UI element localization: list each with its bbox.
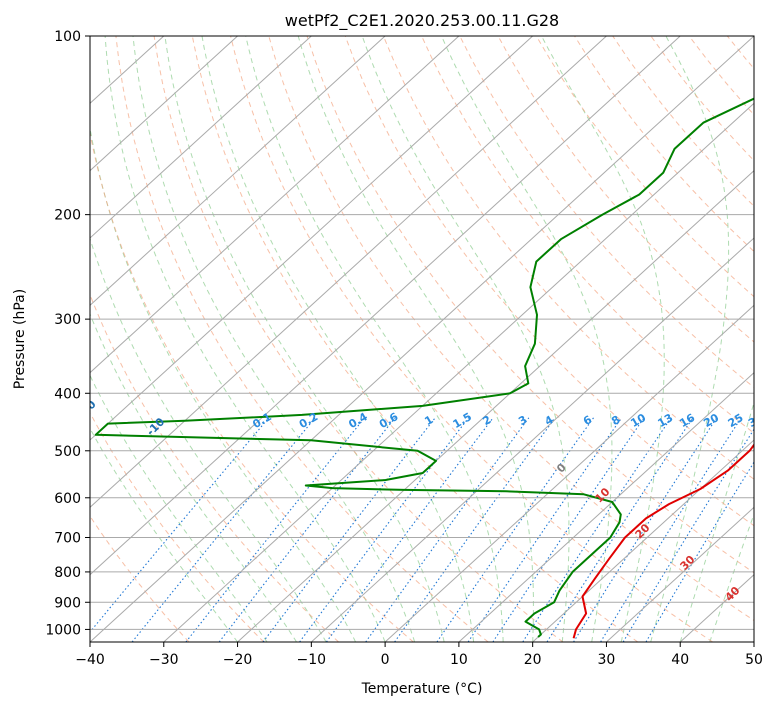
y-tick-label: 400: [54, 386, 81, 402]
dry-adiabat: [344, 36, 754, 527]
x-tick-label: 30: [598, 652, 616, 668]
x-tick-label: −10: [297, 652, 327, 668]
dry-adiabat: [268, 36, 754, 622]
dry-adiabat-label: -20: [75, 398, 98, 421]
isotherm-line: [90, 36, 754, 642]
x-tick-label: −20: [223, 652, 253, 668]
moist-adiabat: [679, 401, 754, 642]
isotherm-line: [90, 36, 534, 441]
dry-adiabat: [191, 36, 639, 642]
moist-adiabat: [441, 36, 613, 642]
moist-adiabat: [104, 36, 386, 642]
mixing-ratio-line: [365, 417, 530, 642]
x-tick-label: −40: [75, 652, 105, 668]
moist-adiabat: [201, 36, 475, 642]
isotherm-line: [90, 36, 460, 374]
chart-title: wetPf2_C2E1.2020.253.00.11.G28: [285, 11, 559, 31]
isotherm-line: [458, 371, 754, 642]
isotherm-line: [532, 439, 754, 642]
dry-adiabat: [90, 411, 265, 642]
isotherms: [90, 36, 754, 642]
x-tick-label: −30: [149, 652, 179, 668]
mixing-ratio-line: [600, 417, 742, 642]
x-axis-label: Temperature (°C): [361, 681, 483, 697]
y-tick-label: 1000: [45, 622, 81, 638]
isotherm-line: [90, 36, 607, 509]
isotherm-line: [90, 36, 312, 239]
mixing-ratio-label: 30: [746, 411, 766, 430]
plot-frame: [89, 35, 755, 643]
moist-adiabat: [245, 36, 504, 642]
dewpoint-profile-line: [94, 97, 754, 638]
isotherm-line: [90, 36, 681, 576]
moist-adiabats: [90, 36, 754, 642]
isotherm-line: [310, 237, 754, 642]
dry-adiabat: [90, 293, 339, 642]
mixing-ratio-line: [218, 417, 396, 642]
mixing-ratio-line: [522, 417, 672, 642]
y-tick-label: 300: [54, 312, 81, 328]
mixing-ratio-line: [546, 417, 694, 642]
mixing-ratio-line: [262, 417, 436, 642]
dry-adiabat: [306, 36, 754, 574]
y-axis-label: Pressure (hPa): [12, 289, 28, 389]
y-tick-label: 900: [54, 595, 81, 611]
isotherm-line: [384, 304, 754, 642]
x-tick-label: 40: [671, 652, 689, 668]
mixing-ratio-line: [573, 417, 718, 642]
sounding-series: [94, 97, 754, 639]
isotherm-line: [90, 36, 238, 172]
x-axis-ticks: −40 −30 −20 −10 0 10 20 30 40 50: [75, 642, 763, 668]
y-tick-label: 600: [54, 491, 81, 507]
y-tick-label: 100: [54, 29, 81, 45]
mixing-ratio-line: [492, 417, 645, 642]
dry-adiabat: [497, 36, 754, 343]
moist-adiabat: [90, 427, 239, 642]
moist-adiabat: [361, 36, 570, 642]
mixing-ratio-line: [325, 417, 494, 642]
isotherm-line: [90, 36, 386, 307]
isobars: [90, 36, 754, 630]
dry-adiabat: [459, 36, 754, 389]
isotherm-line: [606, 506, 754, 642]
mixing-ratio-line: [394, 417, 556, 642]
moist-adiabat: [90, 374, 268, 642]
x-tick-label: 0: [381, 652, 390, 668]
x-tick-label: 10: [450, 652, 468, 668]
mixing-ratio-lines: [90, 417, 754, 642]
moist-adiabat: [297, 36, 534, 642]
moist-adiabat: [90, 236, 327, 642]
y-tick-label: 800: [54, 565, 81, 581]
mixing-ratio-line: [299, 417, 470, 642]
y-tick-label: 200: [54, 208, 81, 224]
dry-adiabat: [90, 515, 190, 642]
isotherm-line: [237, 169, 754, 642]
x-tick-label: 50: [745, 652, 763, 668]
x-tick-label: 20: [524, 652, 542, 668]
y-tick-label: 700: [54, 531, 81, 547]
moist-adiabat: [90, 312, 298, 642]
temperature-profile-line: [572, 443, 754, 639]
y-axis-ticks: 100 200 300 400 500 600 700 800 900 1000: [45, 29, 90, 638]
moist-adiabat: [164, 36, 445, 642]
y-tick-label: 500: [54, 444, 81, 460]
dry-adiabat: [153, 36, 564, 642]
moist-adiabat: [650, 36, 730, 642]
isotherm-line: [163, 102, 754, 642]
mixing-ratio-line: [185, 417, 366, 642]
moist-adiabat: [90, 125, 357, 642]
